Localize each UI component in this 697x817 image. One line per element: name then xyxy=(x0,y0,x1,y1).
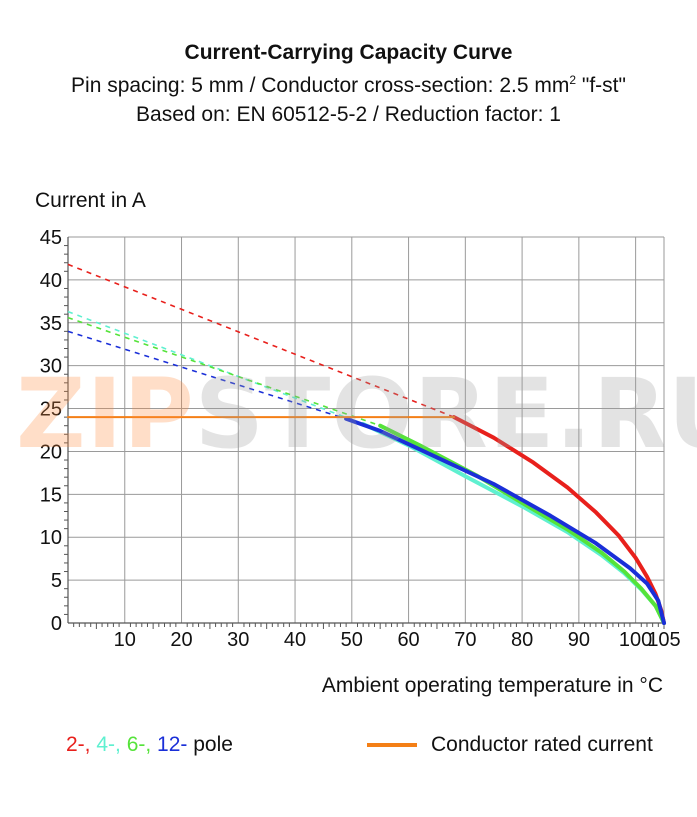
series-extrapolated-line xyxy=(67,330,347,420)
legend-poles: 2-, 4-, 6-, 12- pole xyxy=(66,733,233,757)
x-tick-label: 30 xyxy=(227,629,249,651)
x-tick-label: 70 xyxy=(454,629,476,651)
legend-rated: Conductor rated current xyxy=(367,733,653,757)
y-tick-label: 45 xyxy=(40,227,62,249)
axes xyxy=(64,237,665,629)
legend-pole-6: 6-, xyxy=(120,733,152,756)
series-extrapolated-line xyxy=(67,316,381,427)
legend-pole-4: 4-, xyxy=(90,733,121,756)
y-tick-label: 5 xyxy=(51,570,62,592)
y-tick-label: 0 xyxy=(51,613,62,635)
series-line xyxy=(344,416,666,625)
series-extrapolated-line xyxy=(67,263,455,418)
y-tick-label: 25 xyxy=(40,399,62,421)
rated-current-swatch xyxy=(367,743,417,747)
x-tick-label: 90 xyxy=(568,629,590,651)
x-tick-label: 50 xyxy=(341,629,363,651)
x-tick-label: 105 xyxy=(647,629,680,651)
subtitle-suffix: "f-st" xyxy=(576,74,626,97)
tick-labels: 0 5 10 15 20 25 30 35 40 45 10 20 30 40 50 60 70 80 90 1001… xyxy=(40,227,681,651)
legend-rated-label: Conductor rated current xyxy=(431,733,653,756)
y-tick-label: 15 xyxy=(40,484,62,506)
y-tick-label: 30 xyxy=(40,356,62,378)
x-tick-label: 80 xyxy=(511,629,533,651)
x-axis-label: Ambient operating temperature in °C xyxy=(322,674,663,697)
x-tick-label: 20 xyxy=(170,629,192,651)
x-tick-label: 100 xyxy=(619,629,652,651)
y-axis-label: Current in A xyxy=(35,189,146,212)
x-tick-label: 60 xyxy=(397,629,419,651)
series xyxy=(67,263,666,625)
y-tick-label: 35 xyxy=(40,313,62,335)
series-line xyxy=(378,423,666,625)
x-tick-label: 10 xyxy=(114,629,136,651)
x-tick-label: 40 xyxy=(284,629,306,651)
grid xyxy=(68,236,665,623)
chart-subtitle-standard: Based on: EN 60512-5-2 / Reduction facto… xyxy=(136,103,561,126)
chart-subtitle-spacing: Pin spacing: 5 mm / Conductor cross-sect… xyxy=(0,66,697,100)
title-block: Current-Carrying Capacity Curve Pin spac… xyxy=(0,40,697,129)
chart-title: Current-Carrying Capacity Curve xyxy=(184,41,513,64)
subtitle-superscript: 2 xyxy=(569,73,577,87)
legend-pole-suffix: pole xyxy=(187,733,233,756)
legend-pole-12: 12- xyxy=(151,733,188,756)
y-tick-label: 20 xyxy=(40,441,62,463)
y-tick-label: 40 xyxy=(40,270,62,292)
y-tick-label: 10 xyxy=(40,527,62,549)
legend-pole-2: 2-, xyxy=(66,733,91,756)
subtitle-spacing-text: Pin spacing: 5 mm / Conductor cross-sect… xyxy=(71,74,570,97)
series-extrapolated-line xyxy=(67,310,364,425)
